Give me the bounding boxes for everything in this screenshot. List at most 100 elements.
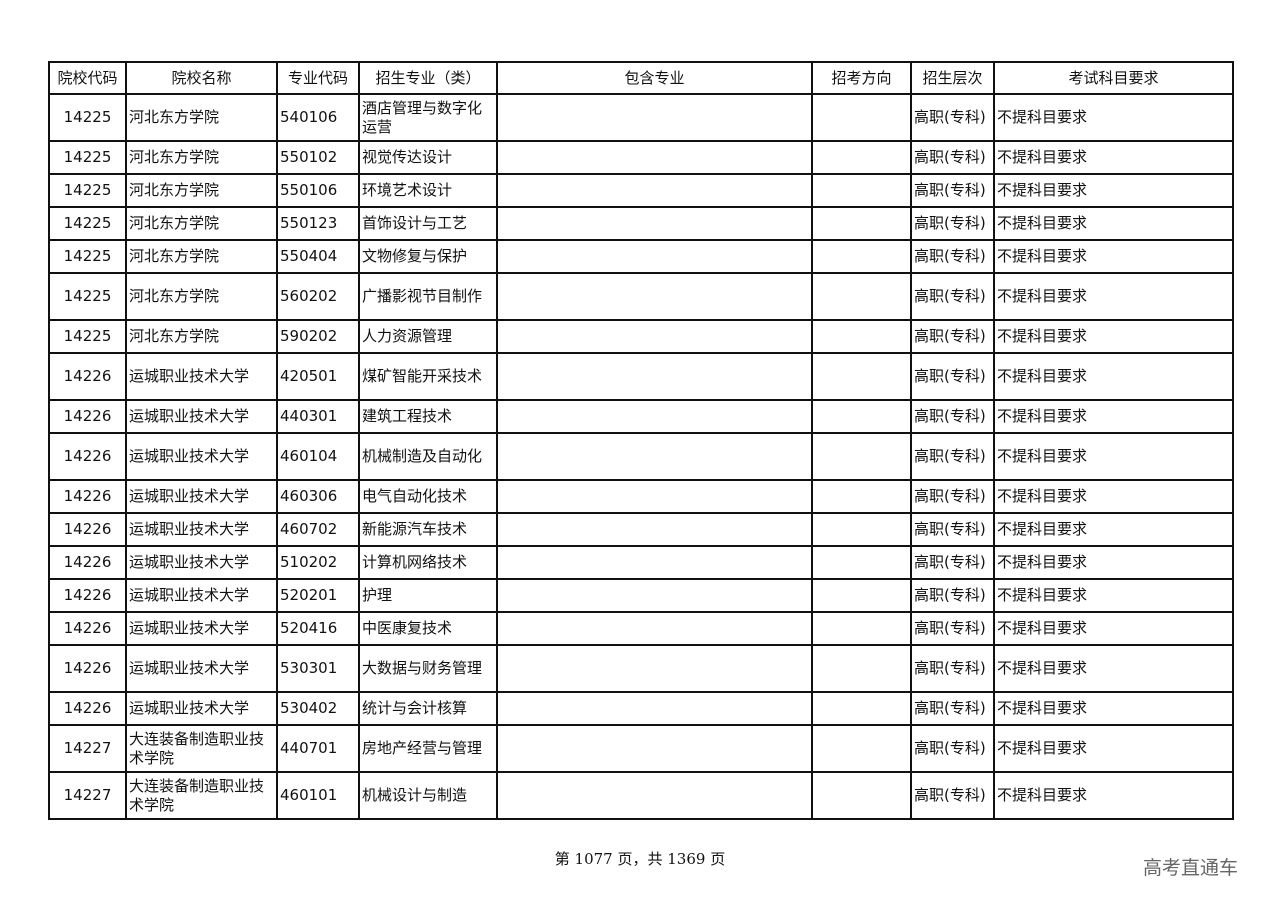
cell-level: 高职(专科) <box>910 611 995 646</box>
cell-direction <box>811 611 912 646</box>
table-row: 14225 河北东方学院 550123 首饰设计与工艺 高职(专科) 不提科目要求 <box>48 206 1234 241</box>
cell-level: 高职(专科) <box>910 93 995 142</box>
cell-direction <box>811 352 912 401</box>
cell-subject-req: 不提科目要求 <box>993 93 1234 142</box>
cell-major: 统计与会计核算 <box>358 691 498 726</box>
cell-level: 高职(专科) <box>910 319 995 354</box>
cell-direction <box>811 206 912 241</box>
cell-direction <box>811 724 912 773</box>
cell-major-code: 520201 <box>276 578 360 613</box>
cell-school-name: 河北东方学院 <box>125 239 278 274</box>
cell-major: 大数据与财务管理 <box>358 644 498 693</box>
cell-major: 中医康复技术 <box>358 611 498 646</box>
cell-level: 高职(专科) <box>910 399 995 434</box>
table-row: 14226 运城职业技术大学 510202 计算机网络技术 高职(专科) 不提科目要求 <box>48 545 1234 580</box>
cell-included-majors <box>496 206 813 241</box>
cell-included-majors <box>496 771 813 820</box>
cell-school-code: 14225 <box>48 319 127 354</box>
cell-included-majors <box>496 691 813 726</box>
cell-level: 高职(专科) <box>910 432 995 481</box>
cell-direction <box>811 691 912 726</box>
cell-major-code: 590202 <box>276 319 360 354</box>
cell-included-majors <box>496 611 813 646</box>
table-row: 14226 运城职业技术大学 460104 机械制造及自动化 高职(专科) 不提科目要求 <box>48 432 1234 481</box>
header-major: 招生专业（类） <box>358 61 498 95</box>
cell-included-majors <box>496 319 813 354</box>
cell-included-majors <box>496 272 813 321</box>
table-row: 14225 河北东方学院 550106 环境艺术设计 高职(专科) 不提科目要求 <box>48 173 1234 208</box>
cell-level: 高职(专科) <box>910 239 995 274</box>
cell-major-code: 520416 <box>276 611 360 646</box>
cell-level: 高职(专科) <box>910 724 995 773</box>
cell-school-name: 运城职业技术大学 <box>125 611 278 646</box>
cell-subject-req: 不提科目要求 <box>993 173 1234 208</box>
cell-major: 建筑工程技术 <box>358 399 498 434</box>
cell-school-name: 大连装备制造职业技术学院 <box>125 771 278 820</box>
cell-subject-req: 不提科目要求 <box>993 206 1234 241</box>
cell-major-code: 530402 <box>276 691 360 726</box>
cell-included-majors <box>496 140 813 175</box>
header-major-code: 专业代码 <box>276 61 360 95</box>
cell-school-code: 14226 <box>48 545 127 580</box>
cell-included-majors <box>496 724 813 773</box>
cell-included-majors <box>496 479 813 514</box>
header-included-majors: 包含专业 <box>496 61 813 95</box>
cell-direction <box>811 644 912 693</box>
cell-major: 机械设计与制造 <box>358 771 498 820</box>
cell-school-code: 14225 <box>48 173 127 208</box>
table-row: 14225 河北东方学院 550102 视觉传达设计 高职(专科) 不提科目要求 <box>48 140 1234 175</box>
cell-level: 高职(专科) <box>910 173 995 208</box>
admissions-table: 院校代码 院校名称 专业代码 招生专业（类） 包含专业 招考方向 招生层次 考试… <box>48 61 1234 820</box>
cell-included-majors <box>496 512 813 547</box>
cell-major: 机械制造及自动化 <box>358 432 498 481</box>
cell-school-name: 河北东方学院 <box>125 140 278 175</box>
cell-subject-req: 不提科目要求 <box>993 771 1234 820</box>
cell-level: 高职(专科) <box>910 140 995 175</box>
cell-subject-req: 不提科目要求 <box>993 352 1234 401</box>
header-row: 院校代码 院校名称 专业代码 招生专业（类） 包含专业 招考方向 招生层次 考试… <box>48 61 1234 95</box>
cell-level: 高职(专科) <box>910 352 995 401</box>
table-row: 14226 运城职业技术大学 520201 护理 高职(专科) 不提科目要求 <box>48 578 1234 613</box>
cell-school-code: 14225 <box>48 93 127 142</box>
cell-major-code: 460104 <box>276 432 360 481</box>
cell-school-name: 运城职业技术大学 <box>125 644 278 693</box>
cell-level: 高职(专科) <box>910 479 995 514</box>
cell-major-code: 540106 <box>276 93 360 142</box>
cell-school-code: 14226 <box>48 611 127 646</box>
cell-direction <box>811 578 912 613</box>
table-row: 14226 运城职业技术大学 440301 建筑工程技术 高职(专科) 不提科目要求 <box>48 399 1234 434</box>
cell-direction <box>811 93 912 142</box>
cell-subject-req: 不提科目要求 <box>993 644 1234 693</box>
cell-direction <box>811 319 912 354</box>
table-row: 14225 河北东方学院 550404 文物修复与保护 高职(专科) 不提科目要求 <box>48 239 1234 274</box>
cell-school-code: 14225 <box>48 239 127 274</box>
cell-major: 房地产经营与管理 <box>358 724 498 773</box>
cell-school-name: 运城职业技术大学 <box>125 578 278 613</box>
cell-level: 高职(专科) <box>910 771 995 820</box>
cell-school-code: 14226 <box>48 512 127 547</box>
cell-subject-req: 不提科目要求 <box>993 239 1234 274</box>
table-row: 14226 运城职业技术大学 420501 煤矿智能开采技术 高职(专科) 不提科目要求 <box>48 352 1234 401</box>
cell-direction <box>811 399 912 434</box>
cell-school-name: 河北东方学院 <box>125 272 278 321</box>
cell-school-name: 河北东方学院 <box>125 93 278 142</box>
cell-school-code: 14225 <box>48 206 127 241</box>
cell-direction <box>811 545 912 580</box>
watermark: 高考直通车 <box>1143 857 1239 879</box>
table-row: 14227 大连装备制造职业技术学院 440701 房地产经营与管理 高职(专科) 不提科… <box>48 724 1234 773</box>
cell-subject-req: 不提科目要求 <box>993 611 1234 646</box>
cell-major: 新能源汽车技术 <box>358 512 498 547</box>
cell-included-majors <box>496 578 813 613</box>
cell-school-name: 大连装备制造职业技术学院 <box>125 724 278 773</box>
cell-school-code: 14226 <box>48 691 127 726</box>
cell-major: 计算机网络技术 <box>358 545 498 580</box>
cell-subject-req: 不提科目要求 <box>993 512 1234 547</box>
header-level: 招生层次 <box>910 61 995 95</box>
cell-level: 高职(专科) <box>910 272 995 321</box>
cell-school-name: 运城职业技术大学 <box>125 479 278 514</box>
cell-school-name: 河北东方学院 <box>125 319 278 354</box>
cell-level: 高职(专科) <box>910 206 995 241</box>
cell-major: 环境艺术设计 <box>358 173 498 208</box>
cell-subject-req: 不提科目要求 <box>993 479 1234 514</box>
cell-major-code: 460101 <box>276 771 360 820</box>
